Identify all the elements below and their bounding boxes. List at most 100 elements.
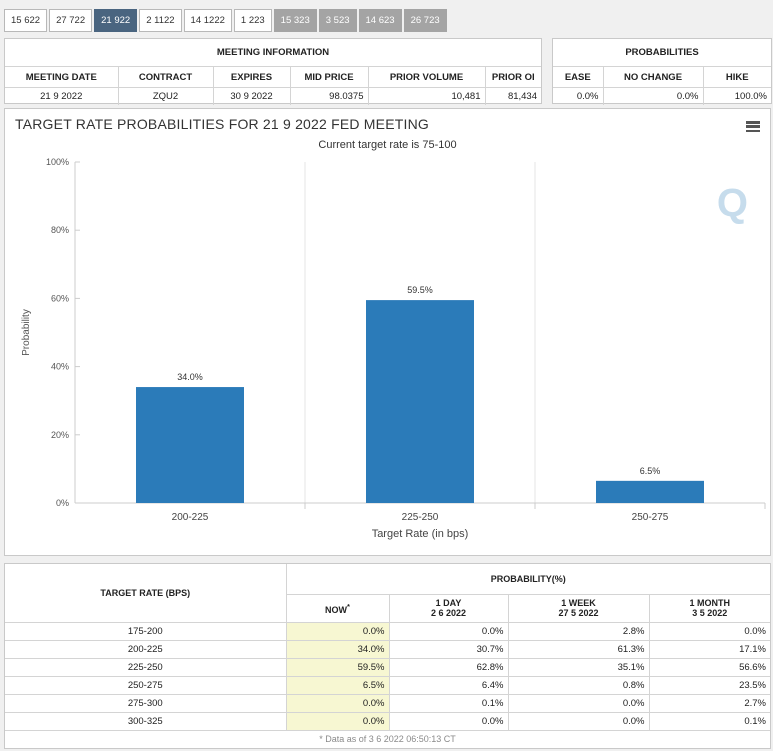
target-rate-header: TARGET RATE (BPS) [5, 564, 287, 622]
meeting-information-title: MEETING INFORMATION [216, 47, 330, 58]
rate-cell: 275-300 [5, 693, 287, 712]
tab-1-223[interactable]: 1 223 [233, 9, 272, 32]
hike-value: 100.0% [703, 87, 771, 105]
hamburger-menu-icon[interactable] [746, 121, 760, 132]
tab-15-323[interactable]: 15 323 [273, 9, 317, 32]
hike-header: HIKE [703, 66, 771, 88]
tab-21-922[interactable]: 21 922 [94, 9, 138, 32]
x-tick-label: 250-275 [632, 512, 669, 523]
one-week-column-header[interactable]: 1 WEEK 27 5 2022 [508, 593, 650, 622]
one-week-cell: 35.1% [508, 657, 650, 676]
tab-3-523[interactable]: 3 523 [318, 9, 357, 32]
tab-2-1122[interactable]: 2 1122 [139, 9, 182, 32]
one-week-cell: 0.8% [508, 675, 650, 694]
now-cell: 0.0% [286, 693, 390, 712]
contract-header: CONTRACT [118, 66, 214, 88]
y-tick-label: 0% [56, 498, 69, 508]
tab-14-623[interactable]: 14 623 [358, 9, 402, 32]
one-week-date: 27 5 2022 [558, 608, 599, 618]
now-column-header[interactable]: NOW* [286, 593, 390, 622]
prior-volume-value: 10,481 [368, 87, 486, 105]
no-change-header: NO CHANGE [603, 66, 704, 88]
bar [136, 387, 244, 503]
ease-value: 0.0% [553, 87, 604, 105]
one-month-cell: 17.1% [649, 639, 770, 658]
one-week-cell: 61.3% [508, 639, 650, 658]
one-month-cell: 56.6% [649, 657, 770, 676]
bar [366, 300, 474, 503]
bar-chart: 0% 20% 40% 60% 80% 100% 34.0% 200-225 59.5% 225-2… [21, 157, 766, 540]
chart-subtitle: Current target rate is 75-100 [318, 139, 457, 151]
one-week-cell: 2.8% [508, 621, 650, 640]
one-month-cell: 0.1% [649, 711, 770, 730]
one-month-cell: 2.7% [649, 693, 770, 712]
q-logo-icon: Q [716, 181, 748, 225]
one-day-cell: 30.7% [389, 639, 509, 658]
one-day-cell: 6.4% [389, 675, 509, 694]
now-title: NOW [325, 604, 348, 615]
rate-cell: 250-275 [5, 675, 287, 694]
prior-oi-header: PRIOR OI [485, 66, 541, 88]
data-timestamp-footnote: * Data as of 3 6 2022 06:50:13 CT [5, 730, 770, 746]
one-day-date: 2 6 2022 [430, 608, 467, 618]
one-month-column-header[interactable]: 1 MONTH 3 5 2022 [649, 593, 770, 622]
meeting-date-header: MEETING DATE [5, 66, 119, 88]
rate-cell: 200-225 [5, 639, 287, 658]
one-day-cell: 0.1% [389, 693, 509, 712]
now-cell: 34.0% [286, 639, 390, 658]
meeting-information-panel: MEETING INFORMATION MEETING DATE CONTRAC… [4, 38, 542, 105]
chart-title: TARGET RATE PROBABILITIES FOR 21 9 2022 … [15, 116, 429, 132]
y-tick-label: 20% [51, 430, 69, 440]
one-day-column-header[interactable]: 1 DAY 2 6 2022 [389, 593, 509, 622]
no-change-value: 0.0% [603, 87, 704, 105]
bar-data-label: 34.0% [177, 372, 203, 382]
tab-15-622[interactable]: 15 622 [4, 9, 48, 32]
meeting-date-value: 21 9 2022 [5, 87, 119, 105]
now-cell: 0.0% [286, 711, 390, 730]
table-row: 200-225 34.0% 30.7% 61.3% 17.1% [5, 639, 770, 658]
bar-data-label: 59.5% [407, 285, 433, 295]
one-day-cell: 0.0% [389, 621, 509, 640]
probability-table-panel: TARGET RATE (BPS) PROBABILITY(%) NOW* 1 … [4, 563, 771, 749]
x-axis-title: Target Rate (in bps) [372, 528, 469, 540]
table-row: 250-275 6.5% 6.4% 0.8% 23.5% [5, 675, 770, 694]
x-tick-label: 225-250 [402, 512, 439, 523]
probability-group-header: PROBABILITY(%) [490, 573, 566, 584]
table-row: 175-200 0.0% 0.0% 2.8% 0.0% [5, 621, 770, 640]
table-row: 225-250 59.5% 62.8% 35.1% 56.6% [5, 657, 770, 676]
bar [596, 480, 704, 503]
tab-26-723[interactable]: 26 723 [403, 9, 447, 32]
one-day-title: 1 DAY [435, 598, 462, 608]
y-tick-label: 60% [51, 293, 69, 303]
one-day-cell: 62.8% [389, 657, 509, 676]
one-month-date: 3 5 2022 [692, 608, 728, 618]
rate-cell: 225-250 [5, 657, 287, 676]
one-day-cell: 0.0% [389, 711, 509, 730]
tab-14-1222[interactable]: 14 1222 [183, 9, 232, 32]
tab-27-722[interactable]: 27 722 [49, 9, 93, 32]
now-cell: 6.5% [286, 675, 390, 694]
one-month-title: 1 MONTH [689, 598, 731, 608]
y-tick-label: 100% [46, 157, 69, 167]
y-tick-label: 40% [51, 362, 69, 372]
rate-cell: 175-200 [5, 621, 287, 640]
y-tick-label: 80% [51, 225, 69, 235]
probabilities-panel: PROBABILITIES EASE NO CHANGE HIKE 0.0% 0… [552, 38, 772, 105]
prior-oi-value: 81,434 [485, 87, 541, 105]
ease-header: EASE [553, 66, 604, 88]
y-axis-title: Probability [21, 309, 32, 356]
one-week-title: 1 WEEK [561, 598, 596, 608]
expires-value: 30 9 2022 [213, 87, 291, 105]
meeting-date-tabs: 15 622 27 722 21 922 2 1122 14 1222 1 22… [4, 9, 449, 32]
chart-panel: TARGET RATE PROBABILITIES FOR 21 9 2022 … [4, 108, 771, 556]
contract-value: ZQU2 [118, 87, 214, 105]
one-month-cell: 0.0% [649, 621, 770, 640]
one-month-cell: 23.5% [649, 675, 770, 694]
one-week-cell: 0.0% [508, 711, 650, 730]
mid-price-header: MID PRICE [290, 66, 369, 88]
probabilities-title: PROBABILITIES [625, 47, 699, 58]
prior-volume-header: PRIOR VOLUME [368, 66, 486, 88]
x-tick-label: 200-225 [172, 512, 209, 523]
one-week-cell: 0.0% [508, 693, 650, 712]
rate-cell: 300-325 [5, 711, 287, 730]
